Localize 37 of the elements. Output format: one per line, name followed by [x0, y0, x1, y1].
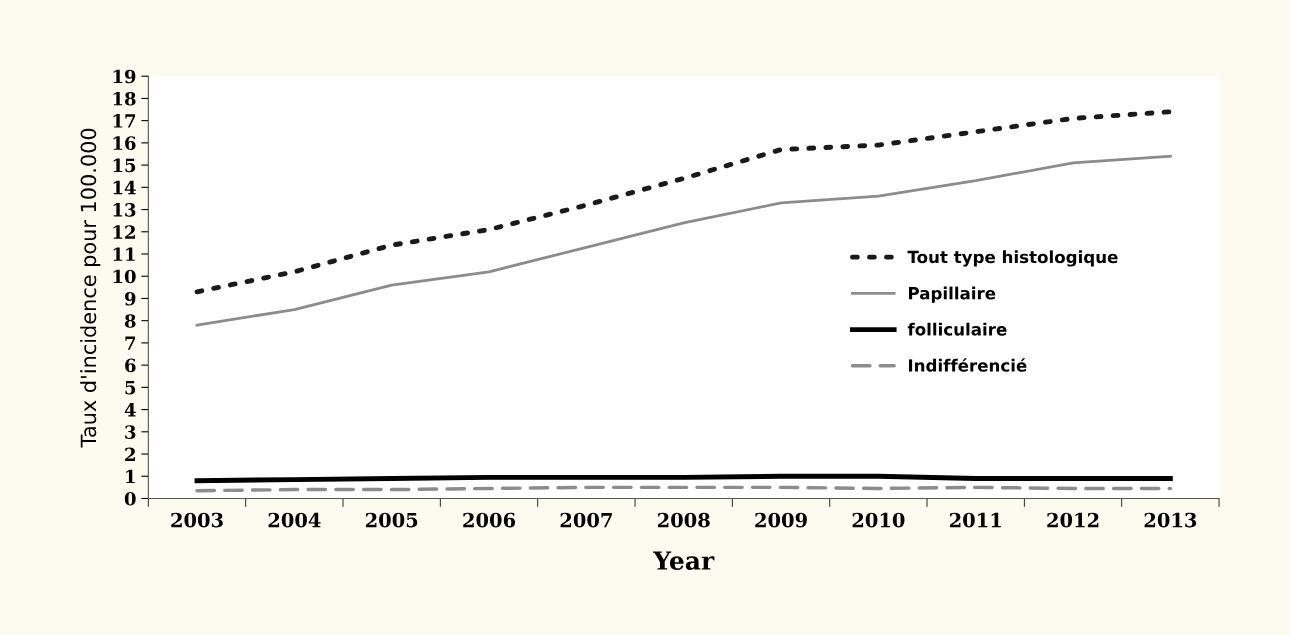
y-axis-title: Taux d'incidence pour 100.000: [80, 128, 101, 448]
y-tick-label: 12: [113, 225, 135, 239]
x-tick-label: 2007: [560, 512, 612, 528]
y-tick-label: 15: [113, 158, 136, 173]
x-tick-label: 2006: [463, 512, 516, 528]
x-axis-title: Year: [653, 551, 715, 570]
y-tick-label: 18: [113, 91, 136, 106]
x-tick-label: 2012: [1047, 512, 1099, 528]
y-tick-label: 1: [126, 469, 135, 484]
y-tick-label: 3: [125, 425, 136, 439]
y-tick-label: 19: [113, 69, 136, 84]
y-tick-label: 11: [113, 247, 135, 261]
legend-label: Tout type histologique: [907, 250, 1118, 267]
x-tick-label: 2005: [365, 512, 418, 528]
y-tick-label: 17: [113, 114, 136, 128]
y-tick-label: 4: [124, 403, 136, 417]
legend-label: Indifférencié: [908, 358, 1027, 372]
y-tick-label: 9: [124, 291, 136, 306]
legend-label: Papillaire: [908, 286, 996, 303]
y-tick-label: 5: [125, 381, 136, 395]
y-tick-label: 14: [113, 180, 136, 195]
x-tick-label: 2009: [755, 512, 807, 528]
x-tick-label: 2004: [268, 512, 321, 528]
x-tick-label: 2013: [1144, 512, 1197, 528]
x-tick-label: 2003: [171, 512, 223, 528]
y-tick-label: 2: [125, 447, 135, 461]
y-tick-label: 0: [124, 491, 136, 506]
y-tick-label: 6: [125, 358, 136, 373]
y-tick-label: 13: [113, 203, 136, 217]
y-tick-label: 7: [125, 336, 136, 350]
x-tick-label: 2011: [949, 512, 1001, 528]
y-tick-label: 8: [124, 314, 136, 328]
x-tick-label: 2010: [852, 512, 905, 528]
y-tick-label: 10: [113, 269, 136, 284]
legend-label: folliculaire: [907, 322, 1007, 336]
y-tick-label: 16: [113, 136, 136, 150]
x-tick-label: 2008: [657, 512, 710, 528]
